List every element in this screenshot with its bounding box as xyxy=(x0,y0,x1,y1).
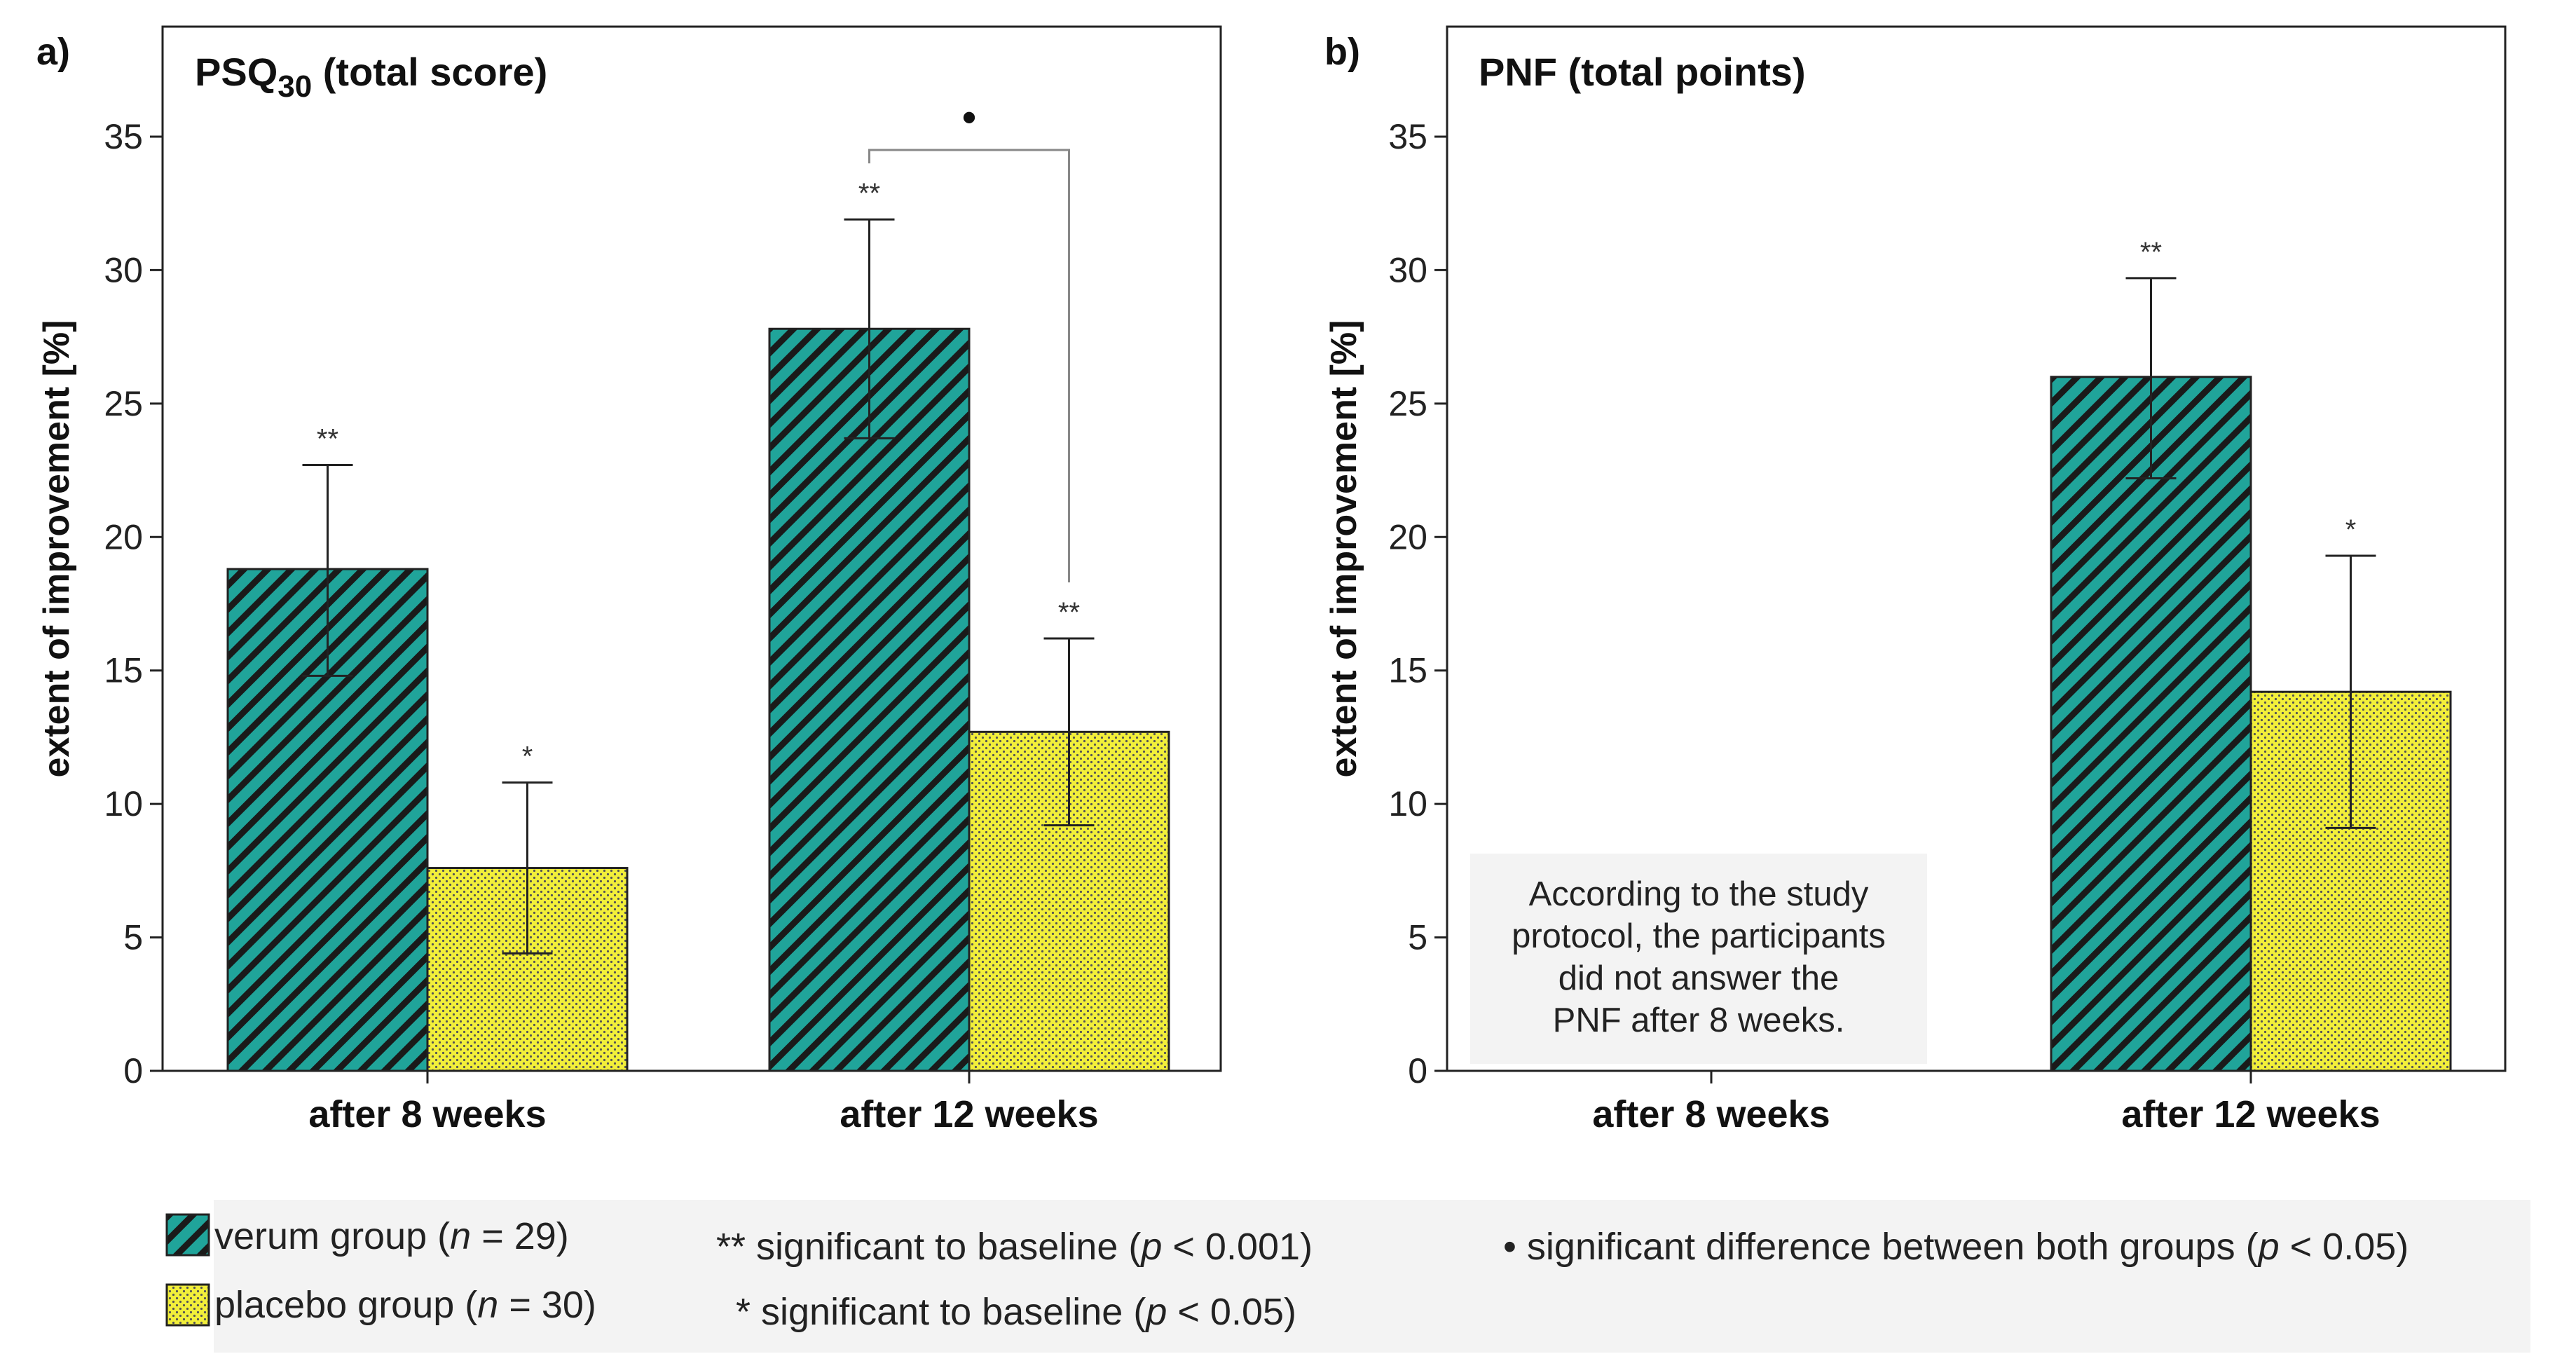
panel-b-yticks: 0 5 10 15 20 25 30 35 xyxy=(1388,117,1447,1090)
significance-marker: ** xyxy=(858,178,880,209)
panel-b-ylabel: extent of improvement [%] xyxy=(1324,320,1364,778)
ytick-label: 15 xyxy=(104,651,143,690)
panel-a-categories: after 8 weeks after 12 weeks xyxy=(308,1071,1099,1135)
note-line-4: PNF after 8 weeks. xyxy=(1553,1001,1845,1039)
ytick-label: 5 xyxy=(1408,918,1427,957)
panel-a-frame xyxy=(161,25,1222,1072)
panel-a-letter: a) xyxy=(36,31,70,73)
category-label: after 8 weeks xyxy=(308,1093,546,1135)
ytick-label: 20 xyxy=(104,517,143,556)
legend-verum-label: verum group (n = 29) xyxy=(214,1215,569,1257)
panel-a-yticks: 0 5 10 15 20 25 30 35 xyxy=(104,117,163,1090)
legend-sig-dot: • significant difference between both gr… xyxy=(1503,1226,2409,1268)
panel-b: b) PNF (total points) extent of improvem… xyxy=(1324,25,2507,1135)
note-line-1: According to the study xyxy=(1529,875,1869,913)
panel-b-frame xyxy=(1446,25,2507,1072)
ytick-label: 35 xyxy=(104,117,143,156)
legend-verum-swatch xyxy=(165,1213,210,1257)
panel-a-ylabel: extent of improvement [%] xyxy=(36,320,77,778)
ytick-label: 5 xyxy=(123,918,143,957)
significance-marker: ** xyxy=(2140,237,2162,268)
legend-background xyxy=(214,1200,2530,1353)
ytick-label: 10 xyxy=(1388,784,1427,823)
significance-marker: ** xyxy=(317,423,338,454)
bar-verum-0 xyxy=(226,568,429,1072)
panel-a-title: PSQ30 (total score) xyxy=(195,50,547,104)
legend-placebo-swatch xyxy=(165,1283,210,1327)
category-label: after 8 weeks xyxy=(1592,1093,1830,1135)
note-line-3: did not answer the xyxy=(1558,959,1839,997)
ytick-label: 0 xyxy=(123,1051,143,1090)
ytick-label: 20 xyxy=(1388,517,1427,556)
panel-b-letter: b) xyxy=(1324,31,1360,73)
significance-marker: ** xyxy=(1058,597,1080,628)
ytick-label: 30 xyxy=(1388,250,1427,289)
legend-sig-double: ** significant to baseline (p < 0.001) xyxy=(716,1226,1313,1268)
group-comparison-marker: • xyxy=(961,94,976,141)
ytick-label: 10 xyxy=(104,784,143,823)
ytick-label: 15 xyxy=(1388,651,1427,690)
ytick-label: 25 xyxy=(1388,384,1427,423)
panel-b-categories: after 8 weeks after 12 weeks xyxy=(1592,1071,2380,1135)
panel-b-title: PNF (total points) xyxy=(1479,50,1806,94)
group-comparison-bracket xyxy=(868,149,1070,583)
legend-placebo-label: placebo group (n = 30) xyxy=(214,1284,596,1326)
panel-b-bars: *** xyxy=(2050,237,2452,1072)
significance-marker: * xyxy=(2345,514,2357,545)
category-label: after 12 weeks xyxy=(2121,1093,2380,1135)
category-label: after 12 weeks xyxy=(840,1093,1098,1135)
ytick-label: 25 xyxy=(104,384,143,423)
legend-sig-single: * significant to baseline (p < 0.05) xyxy=(736,1291,1296,1333)
ytick-label: 30 xyxy=(104,250,143,289)
ytick-label: 0 xyxy=(1408,1051,1427,1090)
bar-verum-1 xyxy=(2050,376,2252,1072)
panel-a: a) PSQ30 (total score) extent of improve… xyxy=(36,25,1222,1135)
panel-a-bars: *******• xyxy=(226,94,1170,1072)
note-line-2: protocol, the participants xyxy=(1512,917,1886,955)
note-box xyxy=(1470,854,1927,1064)
legend: verum group (n = 29) placebo group (n = … xyxy=(165,1200,2530,1353)
ytick-label: 35 xyxy=(1388,117,1427,156)
significance-marker: * xyxy=(522,741,533,772)
bar-verum-1 xyxy=(768,327,971,1072)
